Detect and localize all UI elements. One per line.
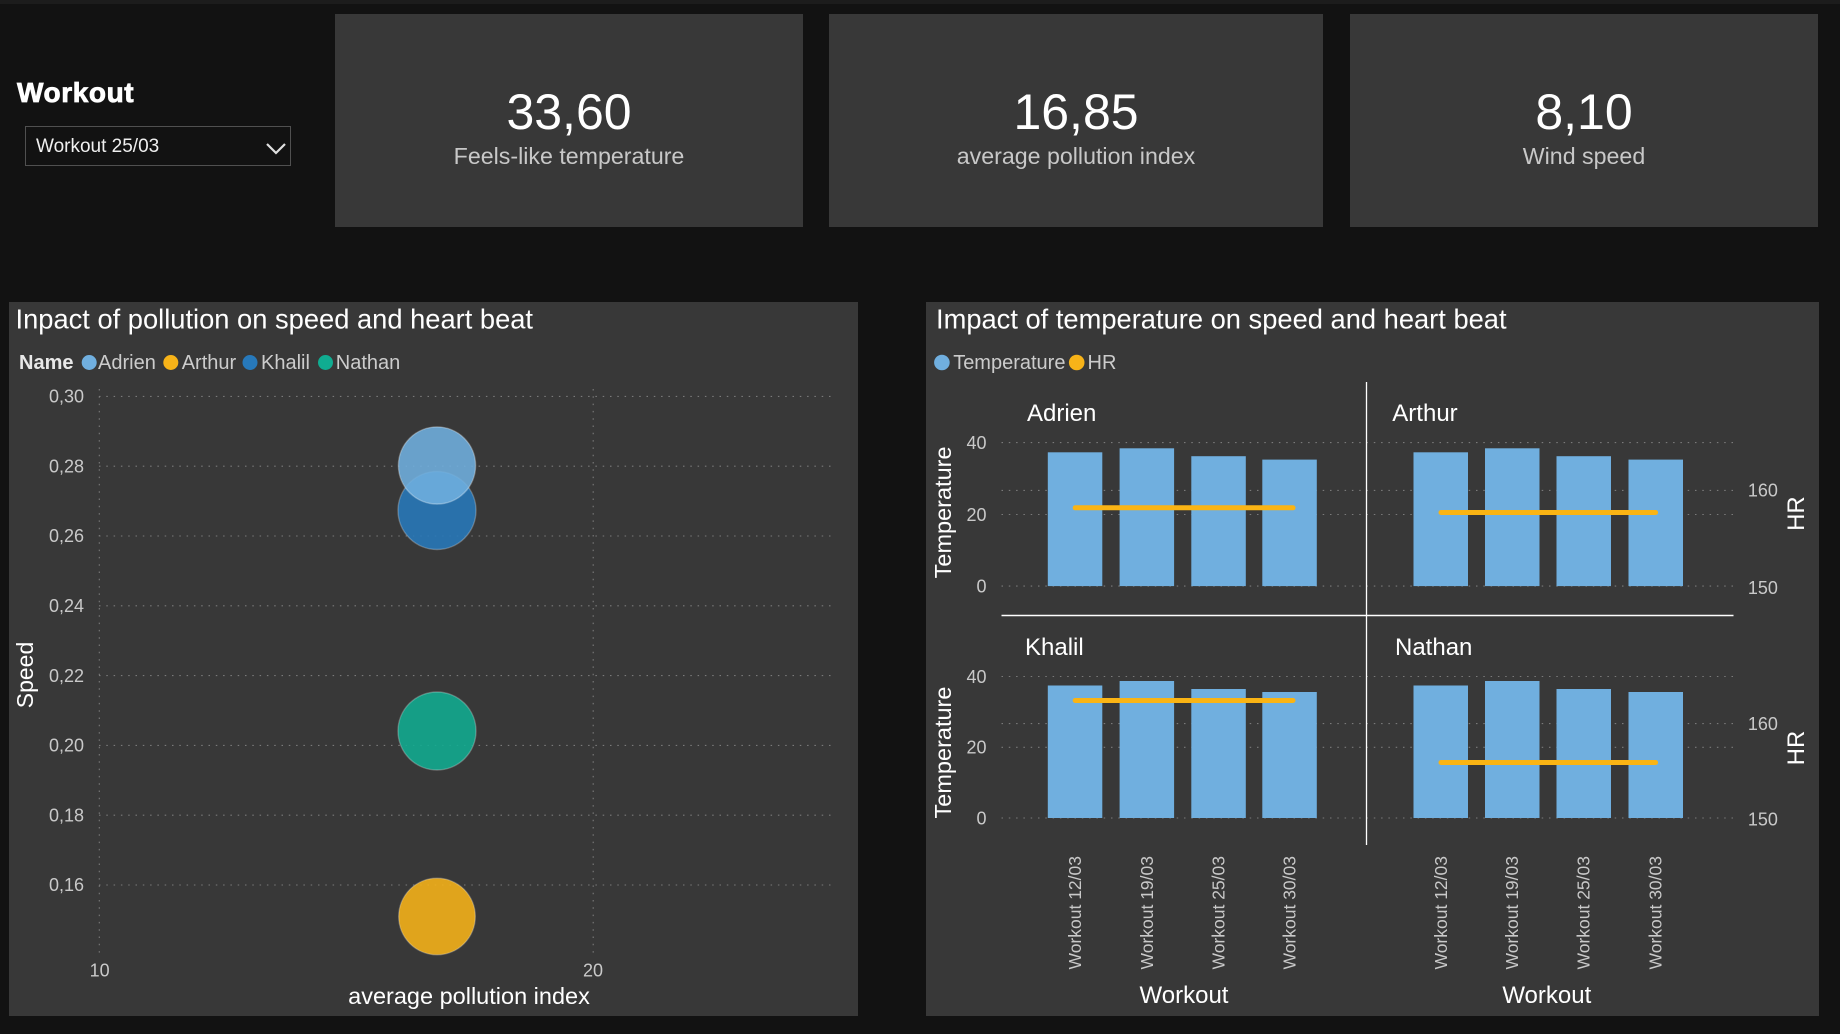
svg-text:Workout 19/03: Workout 19/03 — [1137, 856, 1157, 970]
svg-text:150: 150 — [1748, 578, 1778, 598]
svg-text:0,28: 0,28 — [49, 456, 84, 476]
svg-text:0,18: 0,18 — [49, 805, 84, 825]
svg-text:Workout 12/03: Workout 12/03 — [1065, 856, 1085, 970]
svg-text:Nathan: Nathan — [1395, 634, 1472, 661]
svg-text:Impact of temperature on speed: Impact of temperature on speed and heart… — [936, 304, 1507, 335]
svg-text:Workout 30/03: Workout 30/03 — [1646, 856, 1666, 970]
svg-text:average pollution index: average pollution index — [348, 983, 590, 1009]
svg-text:Workout 25/03: Workout 25/03 — [1209, 856, 1229, 970]
svg-text:0,22: 0,22 — [49, 666, 84, 686]
svg-text:0,20: 0,20 — [49, 736, 84, 756]
svg-text:Speed: Speed — [12, 642, 38, 709]
svg-text:HR: HR — [1783, 731, 1810, 766]
svg-text:40: 40 — [966, 667, 986, 687]
svg-text:HR: HR — [1088, 352, 1117, 374]
svg-text:Name: Name — [19, 352, 73, 374]
svg-text:Arthur: Arthur — [1392, 400, 1457, 427]
svg-text:160: 160 — [1748, 714, 1778, 734]
svg-text:20: 20 — [583, 961, 603, 981]
svg-text:150: 150 — [1748, 809, 1778, 829]
svg-text:Workout 12/03: Workout 12/03 — [1431, 856, 1451, 970]
svg-text:Nathan: Nathan — [336, 352, 401, 374]
svg-text:Arthur: Arthur — [182, 352, 237, 374]
svg-text:0,26: 0,26 — [49, 526, 84, 546]
svg-text:Workout 19/03: Workout 19/03 — [1502, 856, 1522, 970]
svg-text:20: 20 — [966, 505, 986, 525]
svg-text:0,30: 0,30 — [49, 387, 84, 407]
svg-text:Workout 30/03: Workout 30/03 — [1280, 856, 1300, 970]
svg-text:Temperature: Temperature — [930, 687, 956, 819]
svg-text:Khalil: Khalil — [261, 352, 310, 374]
svg-text:10: 10 — [90, 961, 110, 981]
svg-text:Workout 25/03: Workout 25/03 — [1574, 856, 1594, 970]
svg-text:Workout: Workout — [1502, 982, 1591, 1009]
svg-text:Workout: Workout — [1140, 982, 1229, 1009]
svg-text:HR: HR — [1783, 496, 1810, 531]
svg-text:Temperature: Temperature — [953, 352, 1065, 374]
svg-text:Khalil: Khalil — [1025, 634, 1084, 661]
svg-text:0: 0 — [976, 808, 986, 828]
svg-text:0,16: 0,16 — [49, 875, 84, 895]
svg-text:40: 40 — [966, 433, 986, 453]
svg-text:0,24: 0,24 — [49, 596, 84, 616]
svg-text:Temperature: Temperature — [930, 446, 956, 578]
svg-text:160: 160 — [1748, 481, 1778, 501]
svg-text:20: 20 — [966, 738, 986, 758]
svg-text:0: 0 — [976, 577, 986, 597]
svg-text:Adrien: Adrien — [1027, 400, 1096, 427]
svg-text:Adrien: Adrien — [98, 352, 156, 374]
svg-text:Inpact of pollution on speed a: Inpact of pollution on speed and heart b… — [16, 304, 534, 335]
